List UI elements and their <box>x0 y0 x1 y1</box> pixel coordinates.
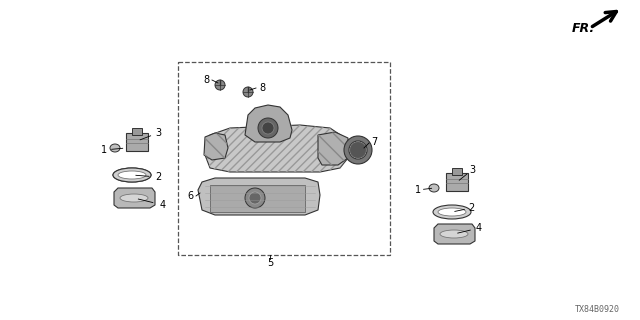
Bar <box>132 128 142 135</box>
Polygon shape <box>434 224 475 244</box>
Text: 7: 7 <box>371 137 377 147</box>
Circle shape <box>245 188 265 208</box>
Text: 4: 4 <box>476 223 482 233</box>
Text: TX84B0920: TX84B0920 <box>575 306 620 315</box>
Bar <box>178 62 390 255</box>
Text: FR.: FR. <box>572 21 595 35</box>
Ellipse shape <box>118 171 146 179</box>
Circle shape <box>350 142 366 158</box>
Polygon shape <box>205 125 348 172</box>
Circle shape <box>215 80 225 90</box>
Circle shape <box>258 118 278 138</box>
Text: 1: 1 <box>101 145 107 155</box>
Polygon shape <box>198 178 320 215</box>
Text: 3: 3 <box>469 165 475 175</box>
Ellipse shape <box>440 230 468 238</box>
Polygon shape <box>318 132 348 165</box>
Bar <box>446 173 468 191</box>
Ellipse shape <box>429 184 439 192</box>
Circle shape <box>249 192 261 204</box>
Ellipse shape <box>113 168 151 182</box>
Text: 8: 8 <box>259 83 265 93</box>
Polygon shape <box>245 105 292 142</box>
Bar <box>452 168 462 175</box>
Text: 5: 5 <box>267 258 273 268</box>
Ellipse shape <box>120 194 148 202</box>
Text: 8: 8 <box>203 75 209 85</box>
Ellipse shape <box>110 144 120 152</box>
Polygon shape <box>114 188 155 208</box>
Bar <box>126 133 148 151</box>
Text: 2: 2 <box>155 172 161 182</box>
Bar <box>210 185 305 212</box>
Text: 1: 1 <box>415 185 421 195</box>
Circle shape <box>262 122 274 134</box>
Ellipse shape <box>433 205 471 219</box>
Text: 3: 3 <box>155 128 161 138</box>
Text: 6: 6 <box>187 191 193 201</box>
Text: 2: 2 <box>468 203 474 213</box>
Text: 4: 4 <box>160 200 166 210</box>
Polygon shape <box>204 133 228 160</box>
Ellipse shape <box>438 208 466 216</box>
Circle shape <box>243 87 253 97</box>
